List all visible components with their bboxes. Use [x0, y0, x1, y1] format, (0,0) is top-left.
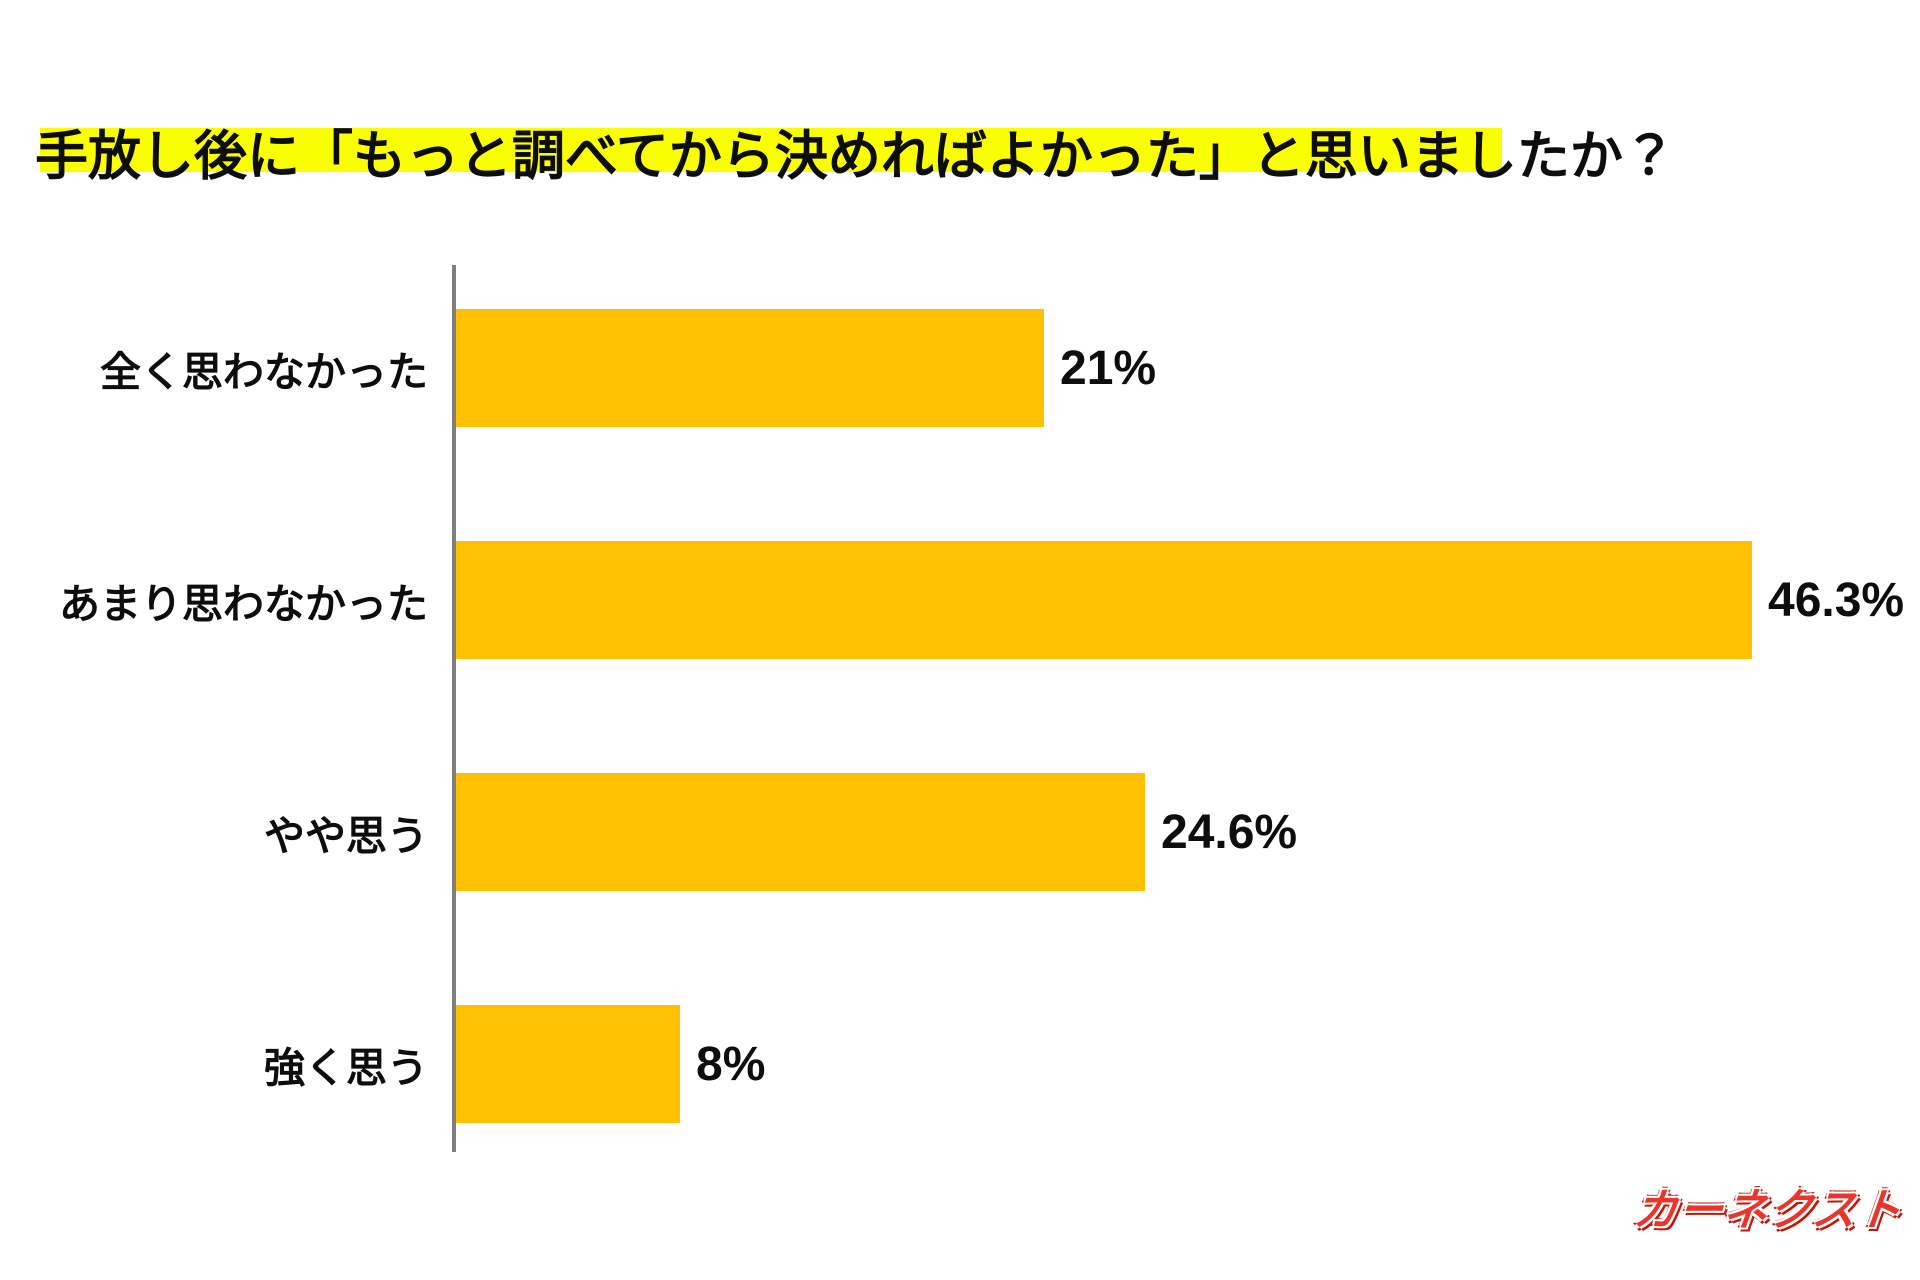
value-label: 8%	[696, 1037, 766, 1091]
chart-row: あまり思わなかった 46.3%	[0, 541, 1920, 659]
chart-row: やや思う 24.6%	[0, 773, 1920, 891]
bar	[456, 541, 1752, 659]
bar-track: 8%	[456, 1005, 765, 1123]
category-label: 強く思う	[264, 1045, 428, 1091]
category-label: 全く思わなかった	[100, 349, 428, 395]
category-label: あまり思わなかった	[59, 581, 428, 627]
y-axis-line	[452, 265, 456, 1152]
bar	[456, 309, 1044, 427]
title-highlight-bar	[40, 128, 1502, 172]
bar-track: 24.6%	[456, 773, 1297, 891]
chart-rows: 全く思わなかった 21% あまり思わなかった 46.3% やや思う 24.6% …	[0, 265, 1920, 1123]
bar-track: 46.3%	[456, 541, 1904, 659]
bar	[456, 773, 1145, 891]
chart-row: 強く思う 8%	[0, 1005, 1920, 1123]
bar	[456, 1005, 680, 1123]
chart-row: 全く思わなかった 21%	[0, 309, 1920, 427]
page-title: 手放し後に「もっと調べてから決めればよかった」と思いましたか？	[35, 126, 1676, 186]
value-label: 21%	[1060, 341, 1157, 395]
bar-track: 21%	[456, 309, 1156, 427]
value-label: 24.6%	[1161, 805, 1298, 859]
category-label: やや思う	[264, 813, 428, 859]
value-label: 46.3%	[1768, 573, 1905, 627]
carnext-logo: カーネクスト	[1630, 1186, 1905, 1235]
